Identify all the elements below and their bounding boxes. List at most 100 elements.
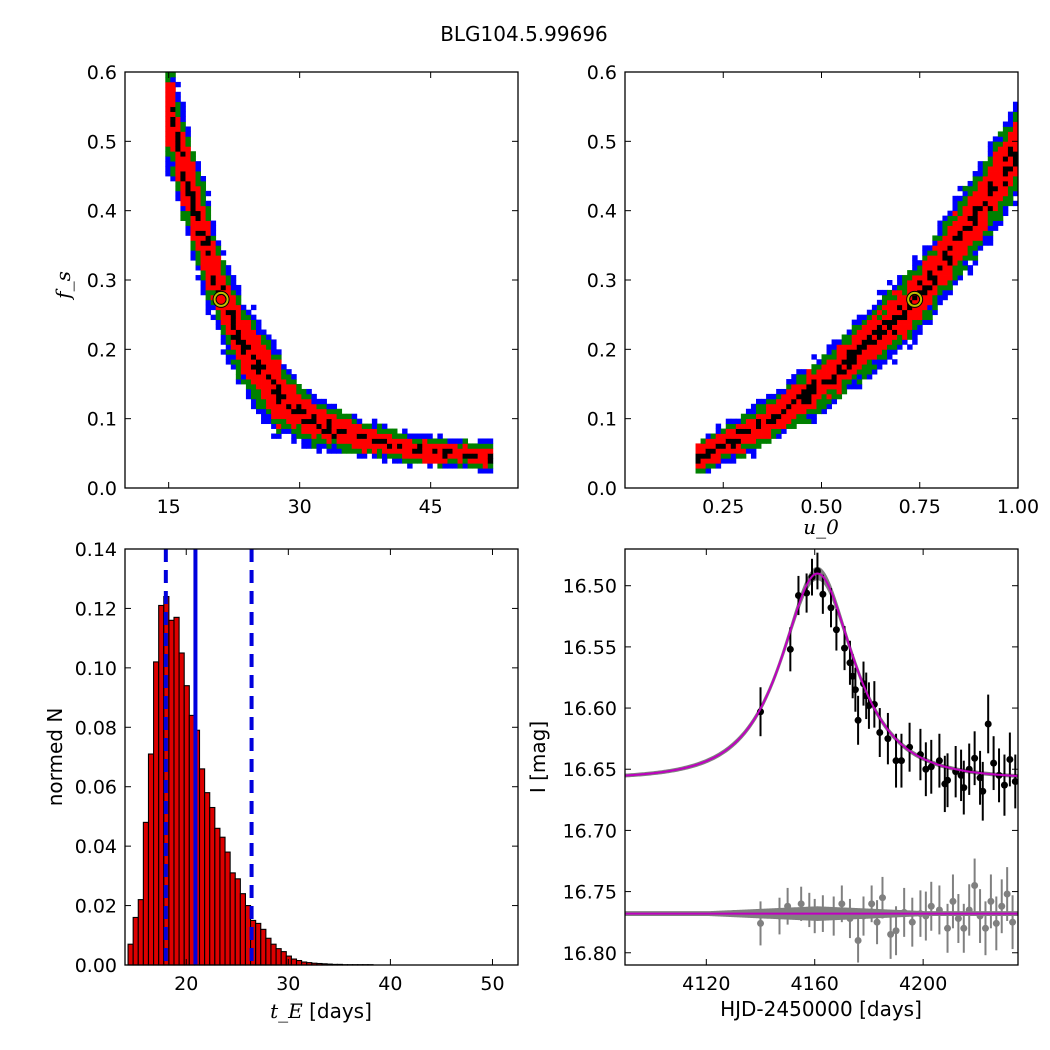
cell-3sigma xyxy=(987,146,994,152)
cell-3sigma xyxy=(351,413,358,420)
cell-1sigma xyxy=(892,299,898,306)
cell-1sigma xyxy=(205,270,212,276)
cell-1sigma xyxy=(361,448,368,454)
cell-2sigma xyxy=(412,438,418,444)
cell-1sigma xyxy=(356,423,363,429)
cell-1sigma xyxy=(432,443,438,449)
axes-frame xyxy=(124,548,519,966)
cell-1sigma xyxy=(766,408,772,415)
cell-1sigma xyxy=(361,438,368,444)
cell-1sigma xyxy=(190,176,196,182)
cell-3sigma xyxy=(225,344,232,350)
cell-1sigma xyxy=(256,349,262,355)
cell-3sigma xyxy=(786,379,792,385)
cell-best xyxy=(892,319,898,325)
cell-1sigma xyxy=(937,270,943,276)
cell-1sigma xyxy=(947,225,953,231)
posterior-cells xyxy=(695,101,1019,474)
cell-2sigma xyxy=(230,349,237,355)
cell-2sigma xyxy=(892,344,898,350)
cell-2sigma xyxy=(710,433,717,439)
cell-1sigma xyxy=(165,121,171,127)
cell-2sigma xyxy=(316,403,322,410)
cell-3sigma xyxy=(165,156,171,162)
cell-2sigma xyxy=(1002,136,1009,142)
cell-1sigma xyxy=(836,344,843,350)
cell-best xyxy=(967,225,974,231)
cell-1sigma xyxy=(422,443,428,449)
cell-2sigma xyxy=(220,329,227,335)
cell-3sigma xyxy=(437,433,443,439)
cell-1sigma xyxy=(952,230,958,236)
cell-1sigma xyxy=(240,354,247,360)
cell-2sigma xyxy=(482,443,489,449)
cell-1sigma xyxy=(841,354,848,360)
cell-1sigma xyxy=(190,166,196,172)
cell-3sigma xyxy=(992,220,999,226)
cell-best xyxy=(170,106,176,113)
cell-3sigma xyxy=(851,319,858,325)
cell-1sigma xyxy=(725,433,732,439)
cell-1sigma xyxy=(245,359,252,365)
x-axis-label: t_E [days] xyxy=(270,999,372,1023)
cell-2sigma xyxy=(195,260,201,266)
cell-1sigma xyxy=(235,349,242,355)
cell-1sigma xyxy=(871,344,878,350)
cell-1sigma xyxy=(452,453,458,459)
cell-3sigma xyxy=(487,438,494,444)
cell-2sigma xyxy=(826,398,832,405)
cell-1sigma xyxy=(781,403,787,410)
cell-3sigma xyxy=(730,458,737,464)
cell-best xyxy=(1002,171,1009,177)
cell-3sigma xyxy=(210,225,217,231)
cell-2sigma xyxy=(871,364,878,370)
cell-1sigma xyxy=(841,374,848,380)
data-point xyxy=(944,776,952,784)
cell-2sigma xyxy=(745,443,752,449)
cell-2sigma xyxy=(816,403,822,410)
cell-2sigma xyxy=(427,438,433,444)
cell-3sigma xyxy=(321,443,327,449)
cell-1sigma xyxy=(750,433,757,439)
cell-1sigma xyxy=(982,205,989,212)
cell-2sigma xyxy=(947,284,953,291)
cell-1sigma xyxy=(856,364,863,370)
cell-1sigma xyxy=(982,210,989,217)
cell-best xyxy=(730,443,737,449)
cell-1sigma xyxy=(165,126,171,132)
cell-1sigma xyxy=(967,240,974,246)
cell-3sigma xyxy=(205,190,212,197)
cell-1sigma xyxy=(245,339,252,345)
cell-2sigma xyxy=(190,240,196,246)
cell-3sigma xyxy=(407,463,413,469)
cell-1sigma xyxy=(856,339,863,345)
cell-1sigma xyxy=(902,324,908,330)
residual-point xyxy=(878,894,886,902)
cell-3sigma xyxy=(205,299,212,306)
cell-1sigma xyxy=(291,423,297,429)
cell-best xyxy=(871,339,878,345)
data-point xyxy=(876,729,884,737)
cell-1sigma xyxy=(437,448,443,454)
cell-2sigma xyxy=(982,171,989,177)
cell-2sigma xyxy=(881,349,888,355)
cell-2sigma xyxy=(210,235,217,241)
cell-best xyxy=(1002,180,1009,187)
cell-1sigma xyxy=(185,200,191,207)
cell-2sigma xyxy=(967,250,974,256)
cell-1sigma xyxy=(962,235,969,241)
cell-1sigma xyxy=(235,304,242,311)
cell-1sigma xyxy=(175,156,181,162)
cell-1sigma xyxy=(442,458,448,464)
cell-3sigma xyxy=(482,438,489,444)
cell-3sigma xyxy=(271,339,277,345)
cell-1sigma xyxy=(887,309,893,316)
cell-2sigma xyxy=(281,423,287,429)
cell-2sigma xyxy=(200,270,207,276)
cell-1sigma xyxy=(866,329,873,335)
cell-2sigma xyxy=(846,334,853,340)
cell-1sigma xyxy=(165,81,171,88)
cell-1sigma xyxy=(240,319,247,325)
cell-3sigma xyxy=(281,428,287,434)
cell-best xyxy=(791,398,797,405)
